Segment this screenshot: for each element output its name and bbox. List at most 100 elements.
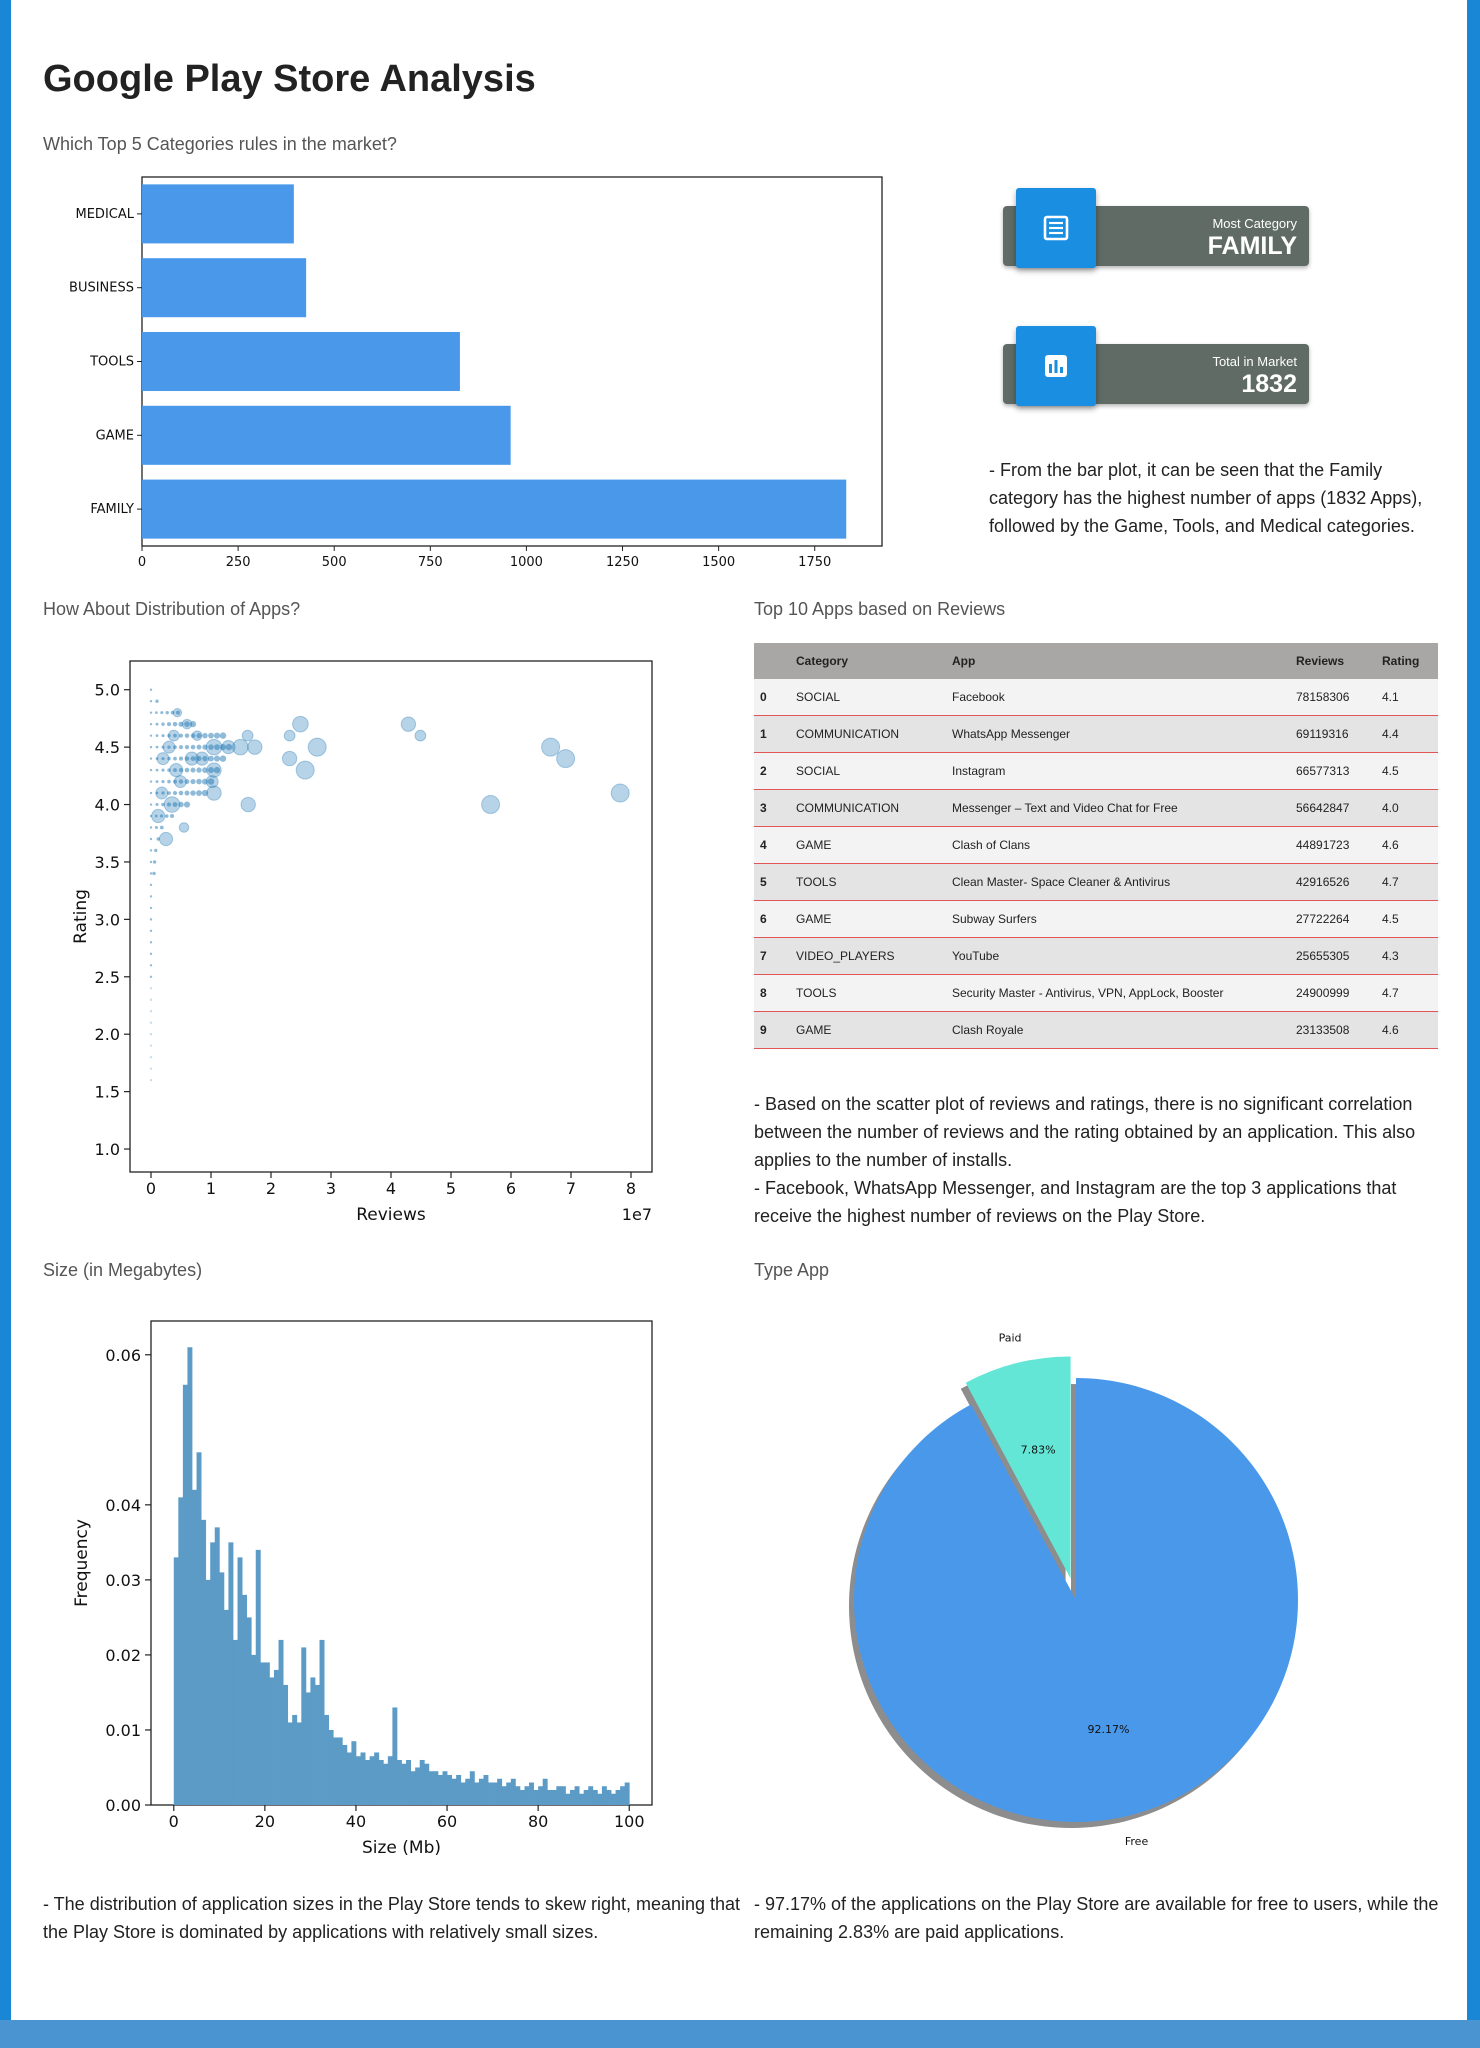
hist-bar [624,1782,630,1805]
scatter-point [172,802,178,807]
hist-bar [173,1557,179,1805]
bar-tools [142,331,460,392]
scatter-point [155,803,159,807]
y-tick-label: 1.0 [95,1140,120,1159]
hist-bar [178,1497,184,1805]
hist-bar [360,1752,366,1805]
hist-bar [260,1662,266,1805]
scatter-point [149,975,153,978]
scatter-point [149,826,153,829]
scatter-point [156,837,160,841]
scatter-point [152,871,156,876]
x-tick-label: 2 [266,1179,276,1198]
scatter-point [181,718,193,730]
scatter-point [190,733,196,739]
hist-bar [524,1786,530,1805]
scatter-point [191,730,203,741]
scatter-point [183,801,191,808]
table-cell: 24900999 [1290,974,1376,1012]
scatter-point [159,825,164,830]
y-tick-label: 5.0 [95,681,120,700]
scatter-point [159,814,164,818]
hist-bar [346,1752,352,1805]
scatter-point [190,778,196,785]
scatter-point [283,729,296,742]
y-tick-label: 2.5 [95,968,120,987]
hist-bar [314,1684,320,1805]
scatter-point [149,929,153,933]
hist-bar [419,1759,425,1805]
scatter-point [166,722,172,727]
y-tick-label: TOOLS [89,355,134,370]
hist-bar [369,1756,375,1805]
table-cell: 4 [754,826,790,864]
x-tick-label: 20 [255,1812,275,1831]
scatter-point [161,779,165,784]
reviews-paragraph: - Based on the scatter plot of reviews a… [754,1090,1444,1230]
scatter-point [307,737,327,757]
scatter-frame [129,660,653,1173]
scatter-point [219,732,227,739]
scatter-point [149,883,153,887]
hist-bar [588,1786,594,1805]
scatter-point [149,918,153,921]
scatter-point [155,722,159,726]
hist-bar [383,1763,389,1805]
scatter-point [155,711,158,715]
x-tick-label: 5 [446,1179,456,1198]
table-cell: 4.4 [1376,715,1438,753]
hist-bar [433,1771,439,1805]
scatter-point [154,814,158,818]
hist-bar [251,1654,257,1805]
hist-bar [565,1793,571,1805]
bar-game [142,405,511,465]
scatter-point [161,734,165,738]
scatter-point [196,767,202,773]
hist-bar [428,1771,434,1805]
scatter-point [184,721,190,728]
x-tick-label: 750 [418,555,443,570]
hist-bar [319,1639,325,1805]
scatter-point [281,750,298,767]
hist-bar [333,1737,339,1805]
x-tick-label: 80 [528,1812,548,1831]
hist-bar [437,1774,443,1805]
table-cell: 3 [754,789,790,827]
scatter-point [149,1021,153,1024]
table-header-row: Category App Reviews Rating [754,643,1438,679]
scatter-point [161,757,165,761]
hist-bar [387,1756,393,1805]
hist-bar [305,1692,311,1805]
table-cell: VIDEO_PLAYERS [790,937,946,975]
hist-bar [447,1774,452,1805]
table-cell: 27722264 [1290,900,1376,938]
table-cell: TOOLS [790,974,946,1012]
scatter-point [196,778,202,785]
scatter-point [172,707,183,718]
table-cell: GAME [790,826,946,864]
scatter-point [202,767,208,773]
bottom-bar [0,2020,1480,2048]
hist-bar [187,1347,193,1805]
scatter-point [149,711,153,714]
y-tick-label: 0.01 [105,1721,141,1740]
x-tick-label: 100 [614,1812,645,1831]
table-cell: 44891723 [1290,826,1376,864]
scatter-point [167,745,171,749]
section-label-type: Type App [754,1260,830,1280]
table-cell: SOCIAL [790,752,946,790]
x-axis-label: Reviews [356,1205,426,1225]
scatter-point [219,744,227,751]
scatter-point [161,791,165,795]
hist-bar [264,1662,270,1805]
scatter-point [196,756,202,762]
scatter-point [481,795,501,815]
scatter-point [149,837,153,841]
table-cell: 66577313 [1290,752,1376,790]
table-row: 1 COMMUNICATION WhatsApp Messenger 69119316… [754,715,1438,753]
hist-bar [255,1549,261,1805]
scatter-point [149,1078,153,1082]
scatter-point [232,738,249,756]
size-histogram-chart: 0 20 40 60 80 100 0.00 0.01 0.02 0.03 0.04 0.06 Size… [72,1320,653,1858]
scatter-point [149,941,153,944]
